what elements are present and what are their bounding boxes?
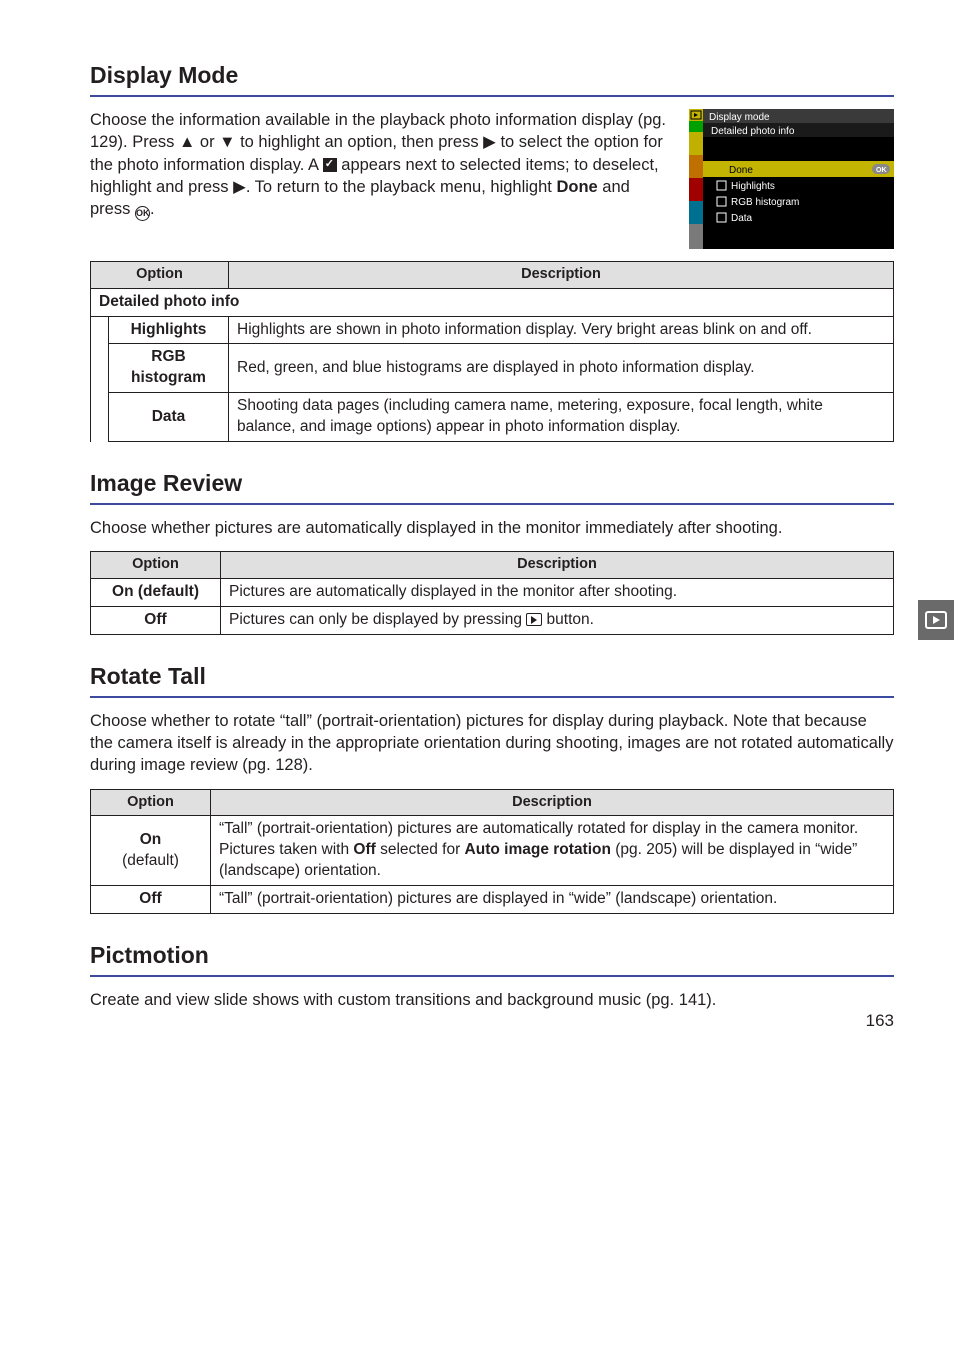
dm-row2-option: Data xyxy=(109,393,229,442)
thumb-title: Display mode xyxy=(709,112,770,123)
dm-row1-desc: Red, green, and blue histograms are disp… xyxy=(229,344,894,393)
dm-row2-desc: Shooting data pages (including camera na… xyxy=(229,393,894,442)
thumb-item-1: RGB histogram xyxy=(731,197,799,208)
side-tab-playback-icon xyxy=(918,600,954,640)
thumb-item-2: Data xyxy=(731,213,753,224)
section-title-image-review: Image Review xyxy=(90,468,894,499)
ir-row1-option: Off xyxy=(91,606,221,634)
ir-row1-desc: Pictures can only be displayed by pressi… xyxy=(221,606,894,634)
ir-row0-desc: Pictures are automatically displayed in … xyxy=(221,579,894,607)
ir-th-desc: Description xyxy=(221,552,894,579)
rt-row1-desc: “Tall” (portrait-orientation) pictures a… xyxy=(211,886,894,914)
display-mode-menu-thumb: Display mode Detailed photo info Done OK… xyxy=(689,109,894,249)
display-mode-table: Option Description Detailed photo info H… xyxy=(90,261,894,442)
rt-row0-desc: “Tall” (portrait-orientation) pictures a… xyxy=(211,816,894,886)
thumb-item-0: Highlights xyxy=(731,181,775,192)
thumb-done: Done xyxy=(729,165,753,176)
section-title-pictmotion: Pictmotion xyxy=(90,940,894,971)
section-rule xyxy=(90,95,894,97)
rt-th-option: Option xyxy=(91,789,211,816)
display-mode-intro: Choose the information available in the … xyxy=(90,109,671,221)
rt-th-desc: Description xyxy=(211,789,894,816)
thumb-ok: OK xyxy=(876,167,887,174)
dm-row0-desc: Highlights are shown in photo informatio… xyxy=(229,316,894,344)
rt-row0-option: On(default) xyxy=(91,816,211,886)
dm-row1-option: RGBhistogram xyxy=(109,344,229,393)
image-review-intro: Choose whether pictures are automaticall… xyxy=(90,517,894,539)
dm-row0-option: Highlights xyxy=(109,316,229,344)
section-rule xyxy=(90,503,894,505)
dm-subhead: Detailed photo info xyxy=(91,288,894,316)
image-review-table: Option Description On (default) Pictures… xyxy=(90,551,894,634)
rotate-tall-intro: Choose whether to rotate “tall” (portrai… xyxy=(90,710,894,777)
rotate-tall-table: Option Description On(default) “Tall” (p… xyxy=(90,789,894,914)
dm-th-option: Option xyxy=(91,262,229,289)
section-rule xyxy=(90,696,894,698)
rt-row1-option: Off xyxy=(91,886,211,914)
thumb-subtitle: Detailed photo info xyxy=(711,126,795,137)
section-title-rotate-tall: Rotate Tall xyxy=(90,661,894,692)
section-title-display-mode: Display Mode xyxy=(90,60,894,91)
ir-th-option: Option xyxy=(91,552,221,579)
dm-th-desc: Description xyxy=(229,262,894,289)
section-rule xyxy=(90,975,894,977)
ir-row0-option: On (default) xyxy=(91,579,221,607)
page-number: 163 xyxy=(866,1010,894,1033)
pictmotion-intro: Create and view slide shows with custom … xyxy=(90,989,894,1011)
